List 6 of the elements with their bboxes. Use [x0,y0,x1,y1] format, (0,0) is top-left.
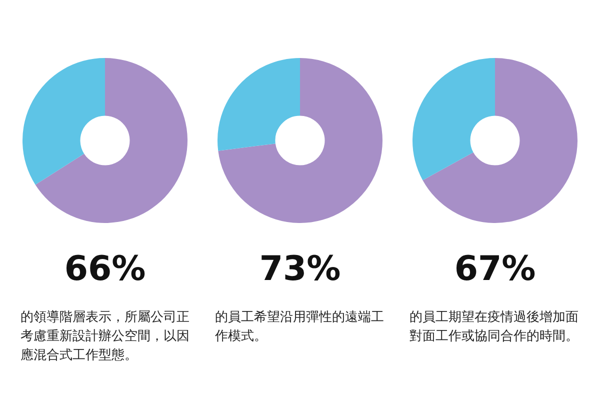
text: 的領導階層表示，所屬公司正考慮重新設計辦公空間，以因應混合式工作型態。 [20,309,190,365]
data-label: 66% [64,248,146,289]
data-label: 73% [259,248,341,289]
text: 的員工希望沿用彈性的遠端工作模式。 [214,309,385,346]
text: 的員工期望在疫情過後增加面對面工作或協同合作的時間。 [410,309,580,346]
data-label: 67% [454,248,536,289]
